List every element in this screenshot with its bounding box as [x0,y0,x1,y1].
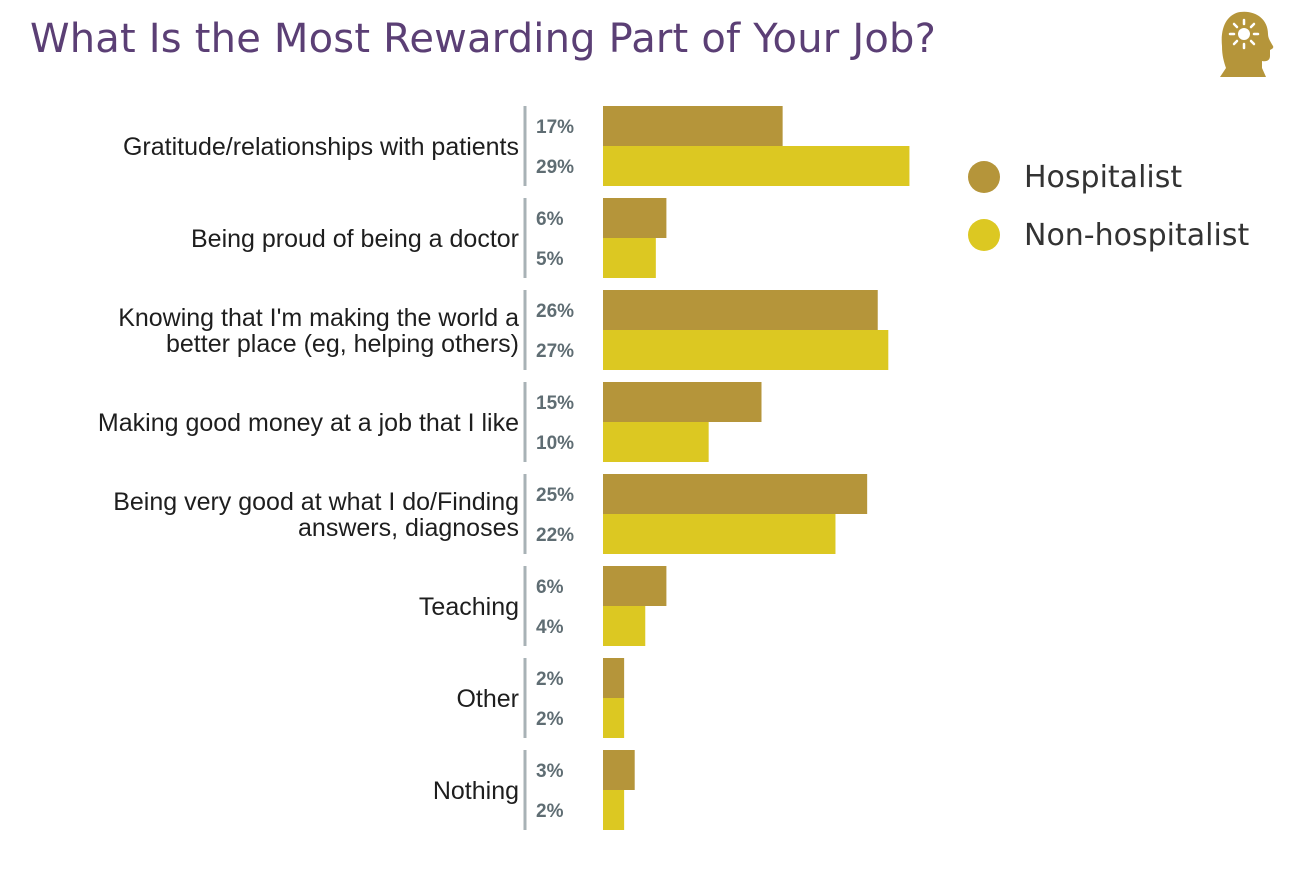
legend-item-hospitalist: Hospitalist [968,148,1249,206]
value-label-hospitalist: 3% [536,761,564,782]
bar-non-hospitalist [603,790,625,830]
value-label-hospitalist: 26% [536,301,574,322]
category-group: Other 2% 2% [456,658,625,738]
value-label-non-hospitalist: 22% [536,525,574,546]
bar-non-hospitalist [603,238,656,278]
value-label-non-hospitalist: 5% [536,249,564,270]
category-group: Making good money at a job that I like 15… [98,382,762,462]
bar-hospitalist [603,566,667,606]
bar-hospitalist [603,658,625,698]
category-group: Teaching 6% 4% [419,566,667,646]
bar-hospitalist [603,474,868,514]
category-label: Making good money at a job that I like [98,409,519,437]
value-label-non-hospitalist: 4% [536,617,564,638]
category-group: Being proud of being a doctor 6% 5% [191,198,667,278]
value-label-non-hospitalist: 10% [536,433,574,454]
value-label-hospitalist: 25% [536,485,574,506]
value-label-non-hospitalist: 29% [536,157,574,178]
bar-non-hospitalist [603,606,646,646]
legend-label-hospitalist: Hospitalist [1024,159,1183,195]
value-label-hospitalist: 6% [536,209,564,230]
bar-hospitalist [603,382,762,422]
category-label: Being very good at what I do/Finding [113,488,519,516]
legend-label-non-hospitalist: Non-hospitalist [1024,217,1250,253]
category-group: Gratitude/relationships with patients 17%… [123,106,910,186]
category-label: answers, diagnoses [298,514,519,542]
value-label-non-hospitalist: 27% [536,341,574,362]
bar-non-hospitalist [603,422,709,462]
category-label: better place (eg, helping others) [166,330,519,358]
legend-swatch-hospitalist [968,161,1000,193]
bar-non-hospitalist [603,330,889,370]
bar-hospitalist [603,106,783,146]
category-label: Other [456,685,519,713]
bar-chart: Gratitude/relationships with patients 17%… [98,106,910,830]
bar-hospitalist [603,198,667,238]
category-label: Being proud of being a doctor [191,225,519,253]
category-group: Being very good at what I do/Findingansw… [113,474,868,554]
category-group: Nothing 3% 2% [433,750,635,830]
value-label-non-hospitalist: 2% [536,801,564,822]
value-label-hospitalist: 6% [536,577,564,598]
bar-non-hospitalist [603,146,910,186]
legend-swatch-non-hospitalist [968,219,1000,251]
category-group: Knowing that I'm making the world abette… [118,290,889,370]
chart-title: What Is the Most Rewarding Part of Your … [30,16,937,62]
bar-hospitalist [603,750,635,790]
bar-non-hospitalist [603,514,836,554]
legend-item-non-hospitalist: Non-hospitalist [968,206,1249,264]
value-label-non-hospitalist: 2% [536,709,564,730]
category-label: Gratitude/relationships with patients [123,133,519,161]
bar-hospitalist [603,290,878,330]
category-label: Knowing that I'm making the world a [118,304,519,332]
value-label-hospitalist: 17% [536,117,574,138]
legend: Hospitalist Non-hospitalist [968,148,1249,264]
head-with-lightbulb-icon [1220,11,1274,78]
bar-non-hospitalist [603,698,625,738]
category-label: Teaching [419,593,519,621]
value-label-hospitalist: 15% [536,393,574,414]
category-label: Nothing [433,777,519,805]
value-label-hospitalist: 2% [536,669,564,690]
